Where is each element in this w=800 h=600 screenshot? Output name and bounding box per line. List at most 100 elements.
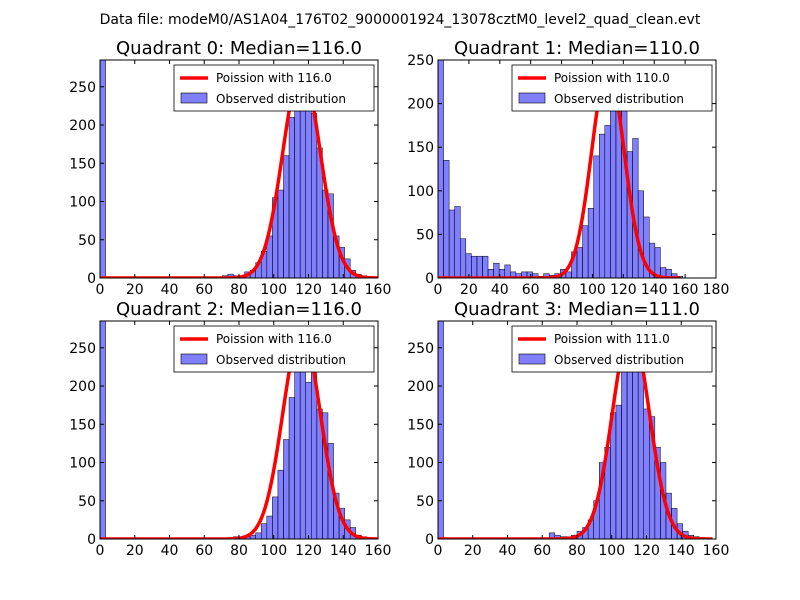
histogram-bar bbox=[621, 94, 628, 278]
x-tick-label: 40 bbox=[161, 282, 179, 298]
x-tick-label: 0 bbox=[434, 282, 443, 298]
histogram-bar bbox=[598, 133, 606, 278]
histogram-bar bbox=[100, 60, 106, 278]
histogram-bar bbox=[443, 160, 450, 278]
x-tick-label: 60 bbox=[522, 282, 540, 298]
y-tick-label: 200 bbox=[407, 379, 434, 395]
x-tick-label: 180 bbox=[703, 282, 730, 298]
y-tick-label: 150 bbox=[407, 140, 434, 156]
x-tick-label: 120 bbox=[610, 282, 637, 298]
chart-panel-3: 0 20 40 60 80 100 120 140 160 0 50 100 150 200 250 Quad… bbox=[407, 299, 729, 559]
histogram-bar bbox=[532, 273, 539, 278]
legend-bar-swatch bbox=[518, 353, 546, 365]
chart-panel-0: 0 20 40 60 80 100 120 140 160 0 50 100 150 200 250 Quad… bbox=[69, 38, 391, 298]
legend: Poission with 116.0 Observed distribution bbox=[173, 64, 375, 112]
histogram-bar bbox=[100, 321, 106, 539]
histogram-bar bbox=[482, 255, 489, 278]
x-tick-label: 140 bbox=[330, 282, 357, 298]
y-tick-label: 150 bbox=[69, 156, 96, 172]
x-tick-label: 100 bbox=[598, 543, 625, 559]
y-tick-label: 50 bbox=[416, 227, 434, 243]
y-tick-label: 150 bbox=[69, 417, 96, 433]
x-tick-label: 160 bbox=[672, 282, 699, 298]
y-tick-label: 200 bbox=[407, 97, 434, 113]
legend-observed-label: Observed distribution bbox=[216, 92, 346, 106]
y-tick-label: 200 bbox=[69, 379, 96, 395]
x-tick-label: 160 bbox=[703, 543, 730, 559]
histogram-bar bbox=[621, 362, 628, 539]
x-tick-label: 140 bbox=[641, 282, 668, 298]
histogram-bar bbox=[476, 255, 483, 278]
chart-panel-2: 0 20 40 60 80 100 120 140 160 0 50 100 150 200 250 Quad… bbox=[69, 299, 391, 559]
x-tick-label: 60 bbox=[195, 543, 213, 559]
x-tick-label: 20 bbox=[464, 543, 482, 559]
histogram-bar bbox=[260, 523, 268, 539]
histogram-bar bbox=[294, 94, 301, 278]
x-tick-label: 100 bbox=[579, 282, 606, 298]
legend-bar-swatch bbox=[180, 92, 208, 104]
poisson-curve bbox=[438, 66, 682, 278]
x-tick-label: 0 bbox=[434, 543, 443, 559]
histogram-bar bbox=[438, 321, 444, 539]
legend-bar-swatch bbox=[180, 353, 208, 365]
x-tick-label: 0 bbox=[96, 543, 105, 559]
y-tick-label: 0 bbox=[87, 271, 96, 287]
histogram-bar bbox=[615, 404, 622, 539]
histogram-bar bbox=[593, 155, 600, 278]
y-tick-label: 200 bbox=[69, 118, 96, 134]
legend-observed-label: Observed distribution bbox=[554, 92, 684, 106]
y-tick-label: 100 bbox=[407, 456, 434, 472]
histogram-bar bbox=[604, 125, 611, 278]
x-tick-label: 60 bbox=[195, 282, 213, 298]
legend-observed-label: Observed distribution bbox=[216, 353, 346, 367]
legend-box bbox=[511, 64, 713, 112]
histogram-bar bbox=[471, 255, 478, 278]
histogram-bar bbox=[448, 209, 455, 278]
histogram-bar bbox=[277, 469, 284, 539]
histogram-bar bbox=[671, 273, 678, 278]
panel-title: Quadrant 0: Median=116.0 bbox=[116, 38, 362, 59]
x-tick-label: 140 bbox=[668, 543, 695, 559]
histogram-bar bbox=[283, 155, 290, 278]
y-tick-label: 0 bbox=[425, 271, 434, 287]
histogram-bar bbox=[294, 343, 301, 539]
histogram-bar bbox=[288, 397, 295, 539]
histogram-bar bbox=[643, 408, 650, 539]
x-tick-label: 80 bbox=[568, 543, 586, 559]
histogram-bar bbox=[459, 238, 467, 278]
y-tick-label: 50 bbox=[78, 233, 96, 249]
y-tick-label: 50 bbox=[416, 494, 434, 510]
x-tick-label: 100 bbox=[260, 282, 287, 298]
y-tick-label: 50 bbox=[78, 494, 96, 510]
legend-box bbox=[173, 64, 375, 112]
legend-box bbox=[511, 325, 713, 373]
x-tick-label: 40 bbox=[499, 543, 517, 559]
y-tick-label: 100 bbox=[69, 195, 96, 211]
y-tick-label: 250 bbox=[407, 53, 434, 69]
histogram-bar bbox=[266, 515, 273, 539]
legend-poisson-label: Poission with 116.0 bbox=[216, 332, 332, 346]
y-tick-label: 0 bbox=[87, 532, 96, 548]
histogram-bar bbox=[288, 117, 295, 278]
x-tick-label: 80 bbox=[553, 282, 571, 298]
legend-poisson-label: Poission with 116.0 bbox=[216, 71, 332, 85]
y-tick-label: 0 bbox=[425, 532, 434, 548]
histogram-bar bbox=[454, 206, 461, 278]
histogram-bar bbox=[272, 496, 279, 539]
x-tick-label: 140 bbox=[330, 543, 357, 559]
x-tick-label: 20 bbox=[126, 543, 144, 559]
legend: Poission with 110.0 Observed distribution bbox=[511, 64, 713, 112]
x-tick-label: 20 bbox=[126, 282, 144, 298]
y-tick-label: 100 bbox=[407, 184, 434, 200]
histogram-bar bbox=[504, 264, 511, 278]
y-tick-label: 250 bbox=[69, 80, 96, 96]
x-tick-label: 120 bbox=[295, 282, 322, 298]
x-tick-label: 100 bbox=[260, 543, 287, 559]
y-tick-label: 100 bbox=[69, 456, 96, 472]
x-tick-label: 60 bbox=[533, 543, 551, 559]
x-tick-label: 80 bbox=[230, 282, 248, 298]
figure-suptitle: Data file: modeM0/AS1A04_176T02_90000019… bbox=[100, 12, 701, 28]
legend-poisson-label: Poission with 110.0 bbox=[554, 71, 670, 85]
legend-observed-label: Observed distribution bbox=[554, 353, 684, 367]
